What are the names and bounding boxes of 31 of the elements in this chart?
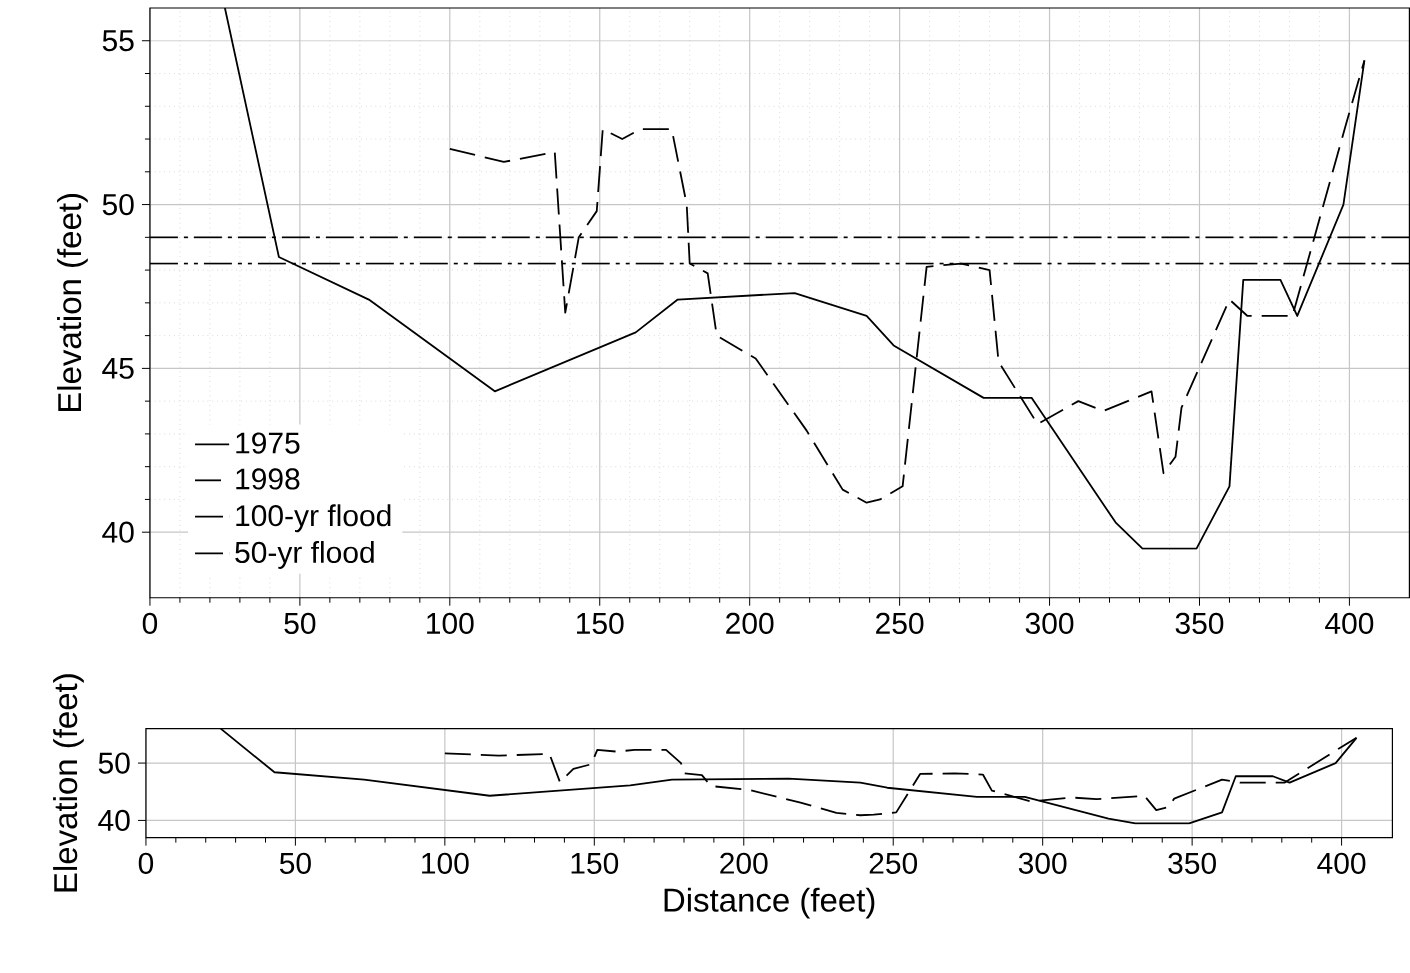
x-tick-label: 250 <box>876 613 924 635</box>
x-tick-label: 400 <box>1325 613 1374 635</box>
x-tick-label: 150 <box>571 852 619 875</box>
x-tick-label: 250 <box>869 852 918 875</box>
x-tick-label: 50 <box>284 613 316 635</box>
x-tick-label: 0 <box>138 852 154 875</box>
y-axis-title: Elevation (feet) <box>57 194 88 412</box>
x-tick-label: 100 <box>422 852 469 875</box>
x-tick-label: 0 <box>142 613 158 635</box>
x-tick-label: 350 <box>1168 852 1216 875</box>
x-tick-label: 350 <box>1175 613 1224 635</box>
y-tick-label: 40 <box>98 810 130 832</box>
y-tick-label: 50 <box>98 752 130 774</box>
x-tick-label: 50 <box>279 852 311 875</box>
x-tick-label: 200 <box>726 613 774 635</box>
legend-label: 100-yr flood <box>236 504 391 533</box>
legend-label: 1998 <box>236 468 300 490</box>
y-tick-label: 45 <box>102 358 134 380</box>
x-axis-title: Distance (feet) <box>664 887 875 919</box>
x-tick-label: 200 <box>720 852 768 875</box>
y-tick-label: 50 <box>102 194 134 216</box>
legend-label: 1975 <box>236 432 300 454</box>
y-axis-title: Elevation (feet) <box>53 674 84 892</box>
x-tick-label: 400 <box>1317 852 1366 875</box>
y-tick-label: 40 <box>102 521 134 544</box>
x-tick-label: 150 <box>577 613 624 635</box>
x-tick-label: 300 <box>1025 613 1074 635</box>
x-tick-label: 100 <box>427 613 474 635</box>
x-tick-label: 300 <box>1018 852 1067 875</box>
y-tick-label: 55 <box>102 30 134 52</box>
legend-label: 50-yr flood <box>235 541 374 570</box>
